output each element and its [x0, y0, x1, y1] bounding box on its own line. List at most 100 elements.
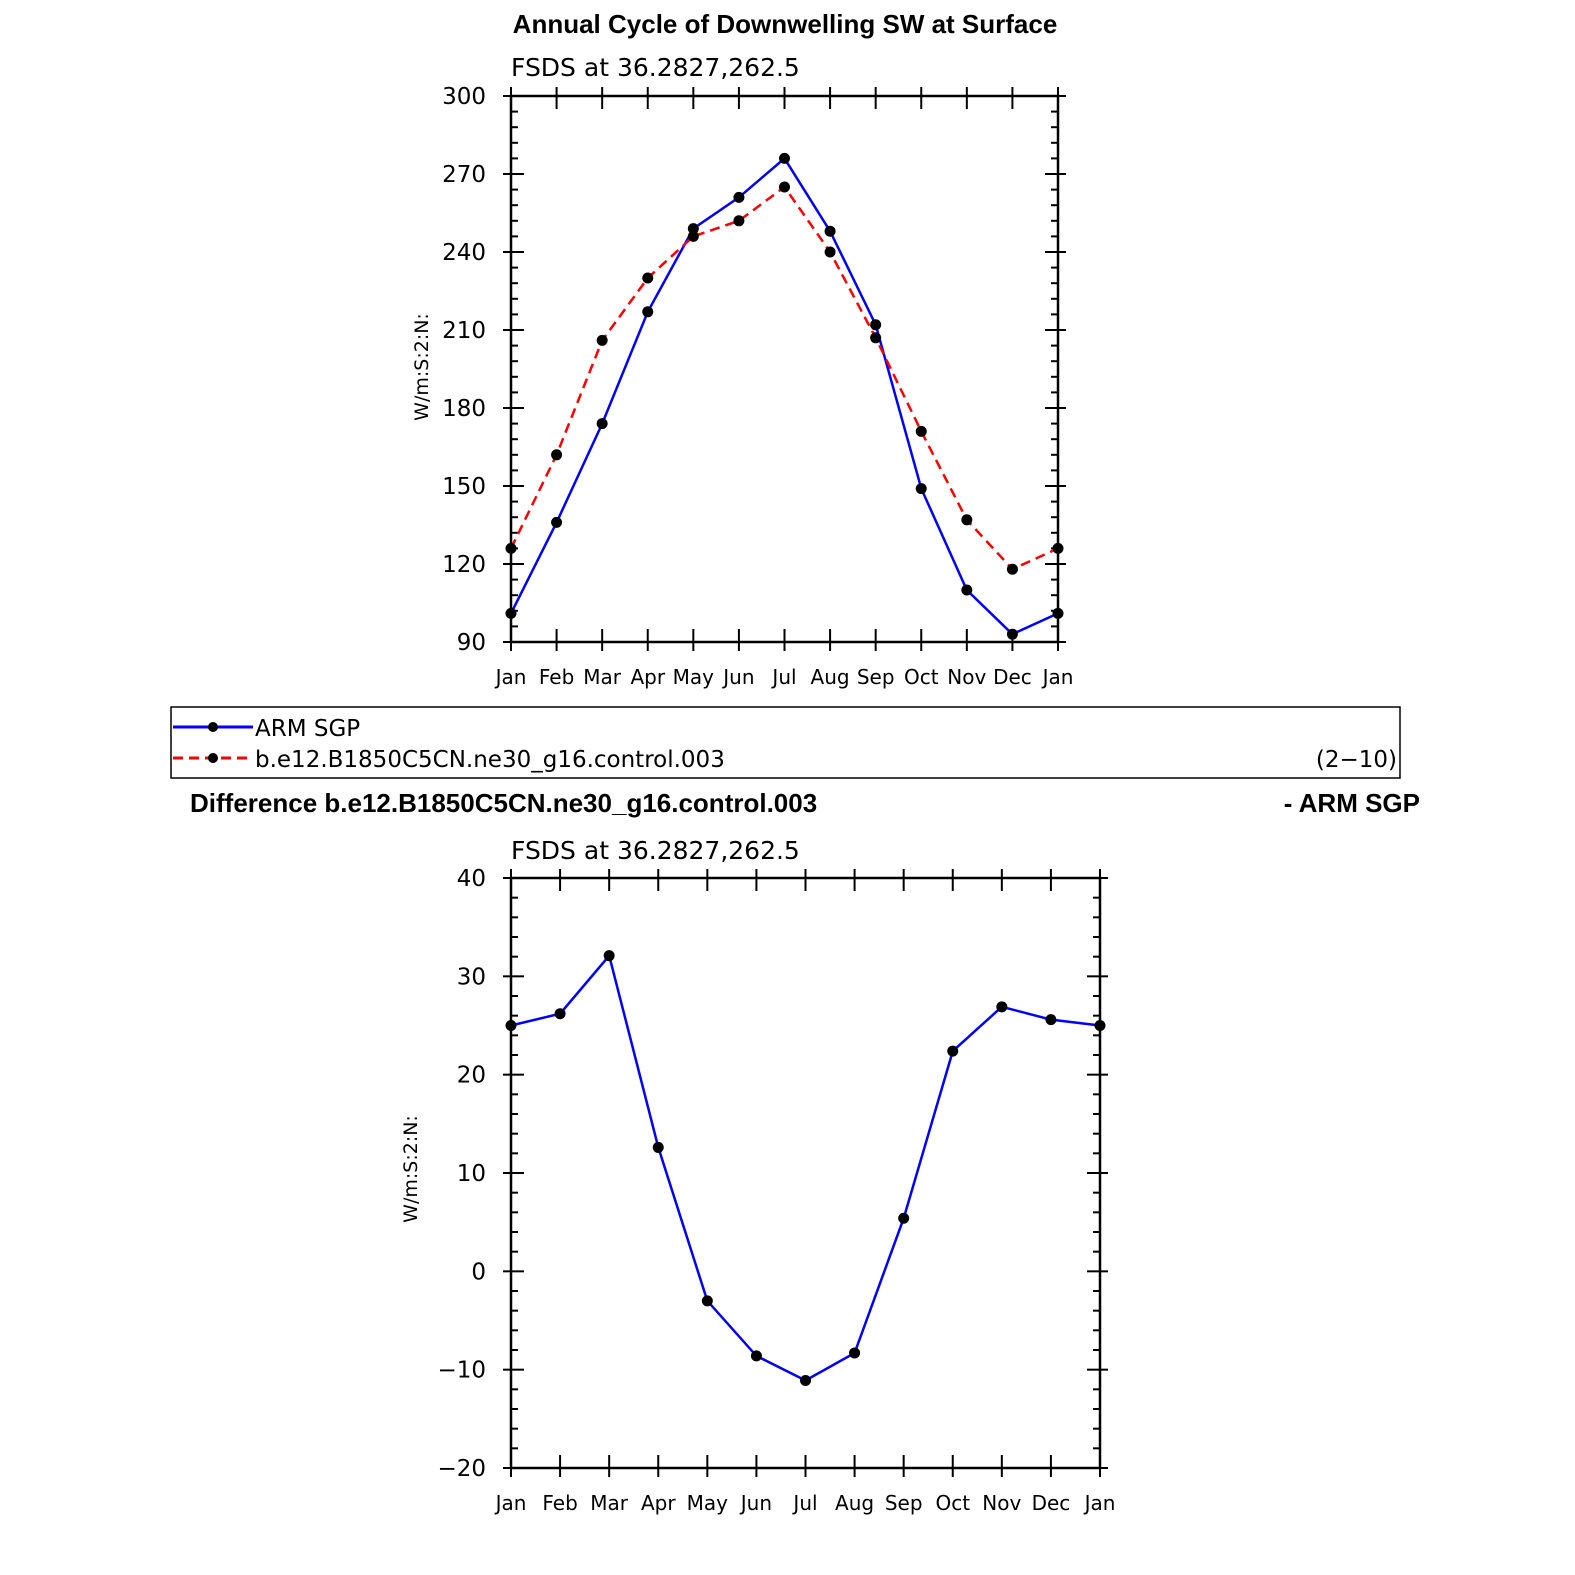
chart2-xtick-label: Oct — [935, 1491, 970, 1515]
chart1-series-0-point — [505, 607, 517, 619]
chart2-title: Difference b.e12.B1850C5CN.ne30_g16.cont… — [190, 788, 817, 818]
chart1-xtick-label: Feb — [539, 665, 574, 689]
chart1-title: Annual Cycle of Downwelling SW at Surfac… — [513, 9, 1058, 39]
legend-box — [170, 706, 1401, 779]
chart1-ytick-label: 210 — [442, 318, 486, 344]
chart2-ytick-label: 40 — [457, 866, 486, 892]
legend-note: (2−10) — [1316, 747, 1397, 773]
chart1-series-1-point — [642, 272, 654, 284]
chart2-xtick-label: Jan — [1083, 1491, 1116, 1515]
chart1-series-0-point — [1006, 628, 1018, 640]
chart1-ytick-label: 90 — [457, 630, 486, 656]
chart2-series-0-point — [898, 1212, 910, 1224]
chart2-xtick-label: Mar — [590, 1491, 629, 1515]
chart1-series-1-point — [824, 246, 836, 258]
chart1-xtick-label: Dec — [993, 665, 1032, 689]
chart1-series-1-point — [779, 181, 790, 193]
chart2-xtick-label: Aug — [835, 1491, 874, 1515]
chart1-series-0-point — [733, 191, 745, 203]
chart1-series-0-point — [824, 225, 836, 237]
chart1-series-0-point — [779, 152, 790, 164]
chart2-ytick-label: 0 — [471, 1259, 486, 1285]
chart2-xtick-label: Jul — [791, 1491, 817, 1515]
chart2-ytick-label: 10 — [457, 1161, 486, 1187]
chart2-subtitle: FSDS at 36.2827,262.5 — [511, 836, 800, 865]
legend: ARM SGP b.e12.B1850C5CN.ne30_g16.control… — [170, 706, 1401, 779]
chart1-xtick-label: Jan — [494, 665, 527, 689]
legend-marker-model — [208, 753, 218, 763]
chart1-xtick-label: Mar — [583, 665, 622, 689]
chart1-xtick-label: Nov — [947, 665, 986, 689]
chart1-series-0-point — [1052, 607, 1064, 619]
chart2-ytick-label: 20 — [457, 1063, 486, 1089]
chart2-xtick-label: Jan — [494, 1491, 527, 1515]
chart1-series-1-point — [961, 514, 973, 526]
chart1-series-0-point — [642, 306, 654, 318]
chart1-ytick-label: 300 — [442, 84, 486, 110]
chart2-xtick-label: Jun — [739, 1491, 772, 1515]
chart1-ylabel: W/m:S:2:N: — [411, 313, 433, 421]
chart1-series-0-point — [596, 418, 608, 430]
chart2-series-0-point — [701, 1295, 713, 1307]
chart1-series-1-point — [596, 334, 608, 346]
chart2-series-0-point — [505, 1020, 517, 1031]
legend-label-obs: ARM SGP — [255, 716, 360, 742]
legend-label-model: b.e12.B1850C5CN.ne30_g16.control.003 — [255, 747, 725, 773]
chart1-xtick-label: Jan — [1041, 665, 1074, 689]
chart1-series-0-point — [915, 483, 927, 495]
chart1-xtick-label: May — [673, 665, 715, 689]
chart1-ytick-label: 180 — [442, 396, 486, 422]
chart1-ytick-label: 150 — [442, 474, 486, 500]
chart1-series-0-point — [687, 223, 699, 235]
chart2-ytick-label: 30 — [457, 964, 486, 990]
legend-marker-obs — [208, 722, 218, 732]
chart1-series-1-point — [1052, 542, 1064, 554]
chart2-xtick-label: Feb — [542, 1491, 577, 1515]
chart1-series-1-line — [509, 185, 1059, 571]
chart2-xtick-label: May — [687, 1491, 729, 1515]
chart2-series-0-point — [603, 950, 615, 962]
chart2-title-right: - ARM SGP — [1284, 788, 1420, 818]
chart2-ytick-label: −10 — [437, 1358, 486, 1384]
chart1-series-1-point — [733, 215, 745, 227]
chart2-series-0-point — [554, 1008, 566, 1020]
chart2-ylabel: W/m:S:2:N: — [400, 1115, 422, 1223]
chart2-series-0-point — [849, 1347, 861, 1359]
chart1-series-1-point — [505, 542, 517, 554]
chart2-xtick-label: Nov — [982, 1491, 1021, 1515]
chart2-series-0-point — [800, 1374, 811, 1386]
chart1-ytick-label: 240 — [442, 240, 486, 266]
chart1-xtick-label: Sep — [857, 665, 895, 689]
chart1-frame — [509, 94, 1060, 644]
chart2-series-0-point — [996, 1001, 1008, 1013]
chart1-series-0-point — [551, 516, 563, 528]
chart1-xtick-label: Aug — [811, 665, 850, 689]
chart1-series-1-point — [551, 449, 563, 461]
chart2-plot: −20 −10 0 10 20 30 40 Jan Feb Mar Apr May Jun Jul Aug S… — [437, 866, 1115, 1515]
chart2-xtick-label: Dec — [1032, 1491, 1071, 1515]
chart1-series-0-line — [509, 156, 1059, 636]
chart1-xtick-label: Apr — [630, 665, 665, 689]
chart2-ytick-label: −20 — [437, 1456, 486, 1482]
chart2-series-0-point — [652, 1141, 664, 1153]
chart1-xtick-label: Jul — [770, 665, 796, 689]
chart2-xtick-label: Sep — [885, 1491, 923, 1515]
chart1-series-0-point — [870, 319, 882, 331]
chart1-series-0-point — [961, 584, 973, 596]
chart2-series-0-point — [750, 1350, 762, 1362]
chart1-series-1-point — [687, 230, 699, 242]
chart2-series-0-line — [510, 953, 1101, 1382]
chart1-subtitle: FSDS at 36.2827,262.5 — [511, 53, 800, 82]
chart2-series-0-point — [947, 1045, 959, 1057]
chart1-xtick-label: Oct — [904, 665, 939, 689]
chart1-series-1-point — [870, 332, 882, 344]
chart1-ytick-label: 270 — [442, 162, 486, 188]
chart2-series-0-point — [1045, 1014, 1057, 1026]
chart1-series-1-point — [915, 425, 927, 437]
chart1-ytick-label: 120 — [442, 552, 486, 578]
chart1-xtick-label: Jun — [721, 665, 754, 689]
chart2-series-0-point — [1094, 1020, 1106, 1031]
chart2-xtick-label: Apr — [641, 1491, 676, 1515]
